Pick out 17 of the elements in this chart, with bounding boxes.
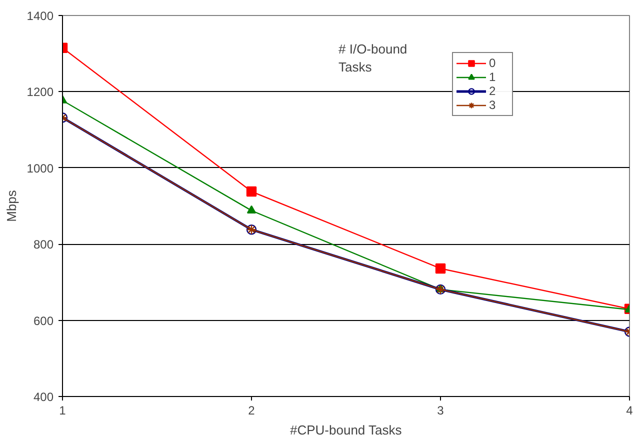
x-tick-label: 2 [248, 404, 256, 418]
y-tick-label: 800 [33, 238, 54, 252]
legend-label: 2 [489, 84, 497, 98]
x-tick-label: 1 [59, 404, 66, 418]
y-tick-label: 400 [33, 390, 54, 404]
y-tick-label: 1200 [26, 85, 54, 100]
x-axis-title: #CPU-bound Tasks [290, 422, 402, 438]
x-tick-label: 3 [437, 404, 444, 418]
legend-label: 0 [489, 56, 497, 70]
y-axis-title: Mbps [4, 190, 19, 222]
y-tick-label: 1000 [26, 161, 54, 176]
x-tick-label: 4 [626, 404, 634, 418]
y-tick-label: 1400 [26, 9, 54, 23]
legend-title: # I/O-bound Tasks [338, 42, 408, 74]
legend-label: 1 [489, 70, 497, 84]
y-tick-label: 600 [33, 314, 54, 328]
legend-label: 3 [489, 98, 497, 112]
